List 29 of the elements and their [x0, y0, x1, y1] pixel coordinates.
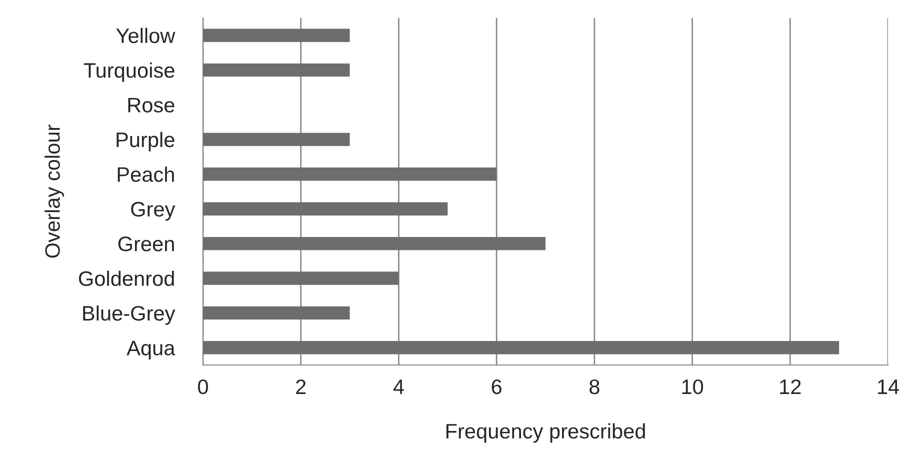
y-tick-label: Peach [118, 166, 174, 182]
x-tick-label: 6 [492, 379, 502, 394]
y-tick-label: Turquoise [84, 62, 174, 82]
y-tick-label: Goldenrod [78, 270, 174, 286]
bar [203, 63, 350, 77]
x-axis-title: Frequency prescribed [446, 423, 645, 443]
y-tick-label: Yellow [116, 28, 176, 44]
y-tick-label: Grey [131, 202, 176, 221]
y-tick-label: Aqua [126, 340, 176, 360]
bar [203, 306, 350, 320]
bar [203, 28, 350, 42]
x-tick-label: 12 [780, 379, 801, 394]
y-tick-label: Purple [116, 132, 174, 152]
y-axis-title: Overlay colour [44, 124, 64, 258]
x-tick-label: 14 [878, 380, 899, 394]
bar [203, 272, 399, 285]
bar [203, 236, 546, 250]
bar [203, 341, 840, 354]
y-tick-label: Blue-Grey [83, 305, 176, 325]
x-tick-label: 0 [198, 379, 208, 394]
y-tick-label: Rose [128, 98, 174, 113]
y-tick-label: Green [118, 236, 174, 252]
bar [203, 132, 350, 146]
x-tick-label: 10 [682, 379, 704, 394]
x-tick-label: 4 [393, 380, 404, 394]
bar [203, 202, 448, 216]
x-tick-label: 2 [296, 379, 306, 394]
x-tick-label: 8 [590, 379, 600, 394]
bar [203, 168, 497, 181]
